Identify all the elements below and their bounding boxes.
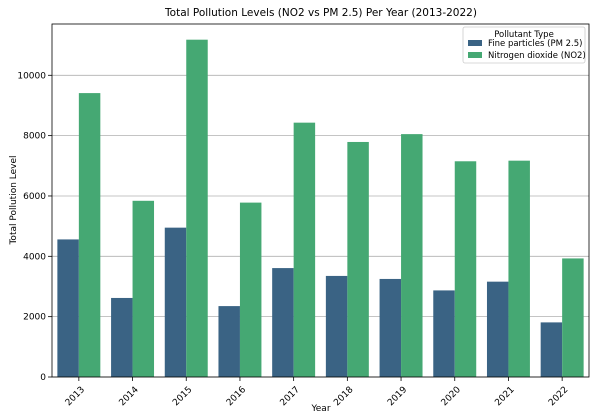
- bar-pm25-2019: [380, 279, 401, 377]
- bar-no2-2020: [455, 161, 476, 377]
- y-axis-ticks: 0 2000 4000 6000 8000 10000: [17, 71, 52, 383]
- x-tick-label: 2016: [225, 385, 248, 408]
- y-tick-label: 0: [40, 373, 46, 383]
- bar-no2-2016: [240, 203, 261, 377]
- bar-pm25-2018: [326, 276, 347, 377]
- legend-label-no2: Nitrogen dioxide (NO2): [488, 51, 586, 61]
- y-tick-label: 6000: [23, 192, 46, 202]
- bar-pm25-2013: [57, 239, 78, 377]
- bar-no2-2018: [347, 142, 368, 377]
- bar-no2-2019: [401, 134, 422, 377]
- x-tick-label: 2018: [332, 385, 355, 408]
- bar-no2-2013: [79, 93, 100, 377]
- x-tick-label: 2019: [386, 385, 409, 408]
- bar-pm25-2020: [433, 290, 454, 377]
- x-tick-label: 2015: [171, 385, 194, 408]
- chart-title: Total Pollution Levels (NO2 vs PM 2.5) P…: [164, 7, 477, 19]
- y-tick-label: 8000: [23, 132, 46, 142]
- x-tick-label: 2022: [547, 385, 570, 408]
- x-tick-label: 2013: [64, 385, 87, 408]
- y-tick-label: 10000: [17, 71, 46, 81]
- y-tick-label: 4000: [23, 252, 46, 262]
- legend-label-pm25: Fine particles (PM 2.5): [488, 39, 582, 49]
- bar-pm25-2016: [218, 306, 239, 377]
- bar-pm25-2021: [487, 282, 508, 377]
- bar-no2-2017: [294, 123, 315, 377]
- bar-pm25-2015: [165, 228, 186, 377]
- bar-no2-2014: [133, 201, 154, 377]
- bar-pm25-2017: [272, 268, 293, 377]
- y-axis-title: Total Pollution Level: [9, 155, 19, 245]
- x-axis-title: Year: [310, 404, 330, 414]
- x-tick-label: 2020: [440, 385, 463, 408]
- legend: Pollutant Type Fine particles (PM 2.5) N…: [463, 27, 586, 63]
- bar-no2-2015: [186, 40, 207, 377]
- x-tick-label: 2017: [279, 385, 302, 408]
- bars: [57, 40, 583, 377]
- legend-swatch-no2: [468, 52, 482, 58]
- bar-no2-2021: [508, 161, 529, 377]
- bar-no2-2022: [562, 258, 583, 377]
- bar-pm25-2022: [541, 322, 562, 377]
- x-tick-label: 2021: [493, 385, 516, 408]
- bar-pm25-2014: [111, 298, 132, 377]
- y-tick-label: 2000: [23, 313, 46, 323]
- legend-swatch-pm25: [468, 40, 482, 46]
- x-tick-label: 2014: [118, 385, 141, 408]
